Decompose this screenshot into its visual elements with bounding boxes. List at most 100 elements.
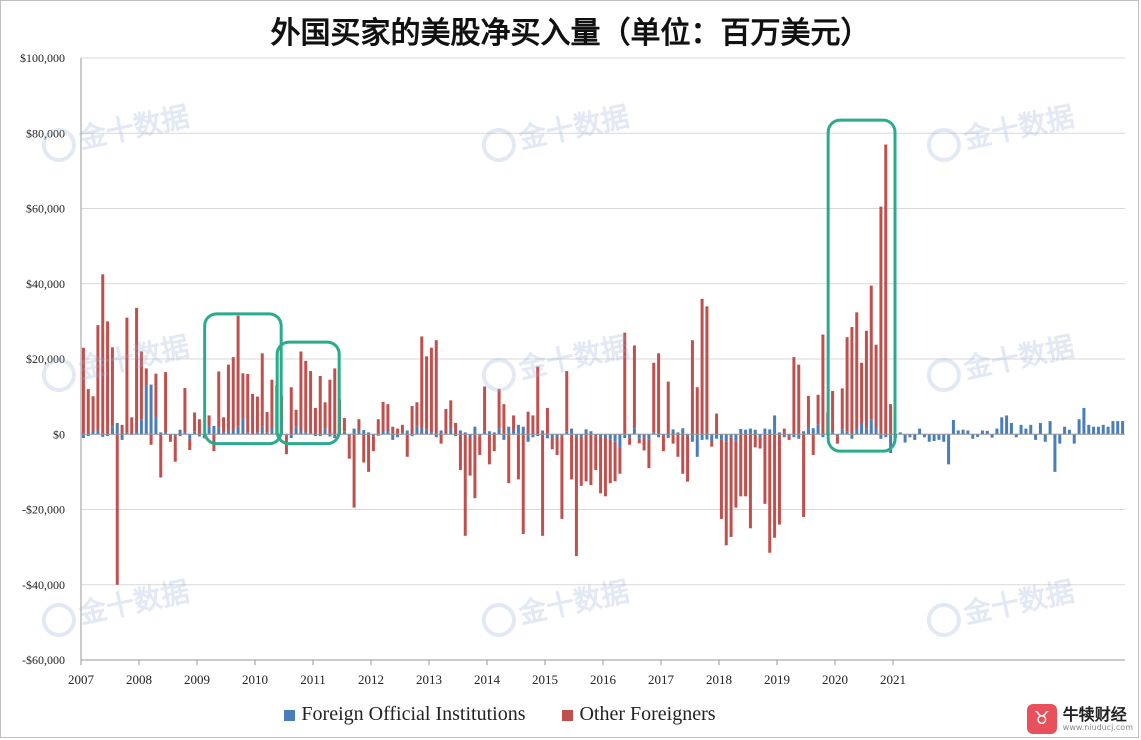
bar-other-foreigners [173,436,177,462]
x-tick-label: 2021 [880,672,906,687]
bar-other-foreigners [700,298,704,435]
bar-other-foreigners [260,353,264,427]
bar-other-foreigners [333,368,337,435]
bar-other-foreigners [632,345,636,429]
bar-official-institutions [661,434,665,437]
bar-other-foreigners [91,396,95,432]
bar-other-foreigners [328,379,332,435]
bar-official-institutions [1096,426,1100,435]
bar-official-institutions [173,434,177,437]
bar-other-foreigners [613,441,617,482]
bar-other-foreigners [405,434,409,457]
x-tick-label: 2016 [590,672,617,687]
x-tick-label: 2020 [822,672,848,687]
bar-other-foreigners [342,418,346,432]
bar-official-institutions [835,434,839,437]
bar-official-institutions [260,426,264,435]
highlight-box [203,312,283,446]
bar-official-institutions [1048,421,1052,435]
bar-other-foreigners [599,436,603,494]
bar-official-institutions [618,434,622,448]
bar-official-institutions [671,429,675,435]
bar-official-institutions [797,434,801,439]
bar-official-institutions [603,434,607,439]
bar-official-institutions [197,434,201,437]
bar-official-institutions [497,428,501,435]
bar-other-foreigners [231,357,235,431]
bar-other-foreigners [110,347,114,427]
bar-other-foreigners [222,417,226,433]
x-tick-label: 2019 [764,672,790,687]
bar-official-institutions [115,422,119,435]
bar-other-foreigners [168,434,172,442]
bar-other-foreigners [516,434,520,480]
bar-official-institutions [458,430,462,435]
bar-official-institutions [1019,424,1023,435]
bar-official-institutions [164,432,168,435]
bar-other-foreigners [458,434,462,470]
bar-official-institutions [149,384,153,435]
bar-other-foreigners [468,438,472,476]
bar-other-foreigners [574,437,578,557]
bar-official-institutions [328,434,332,437]
bar-official-institutions [1058,434,1062,444]
bar-official-institutions [178,429,182,435]
bar-other-foreigners [681,434,685,474]
bar-official-institutions [236,426,240,435]
bar-official-institutions [932,434,936,442]
bar-other-foreigners [410,406,414,435]
bar-other-foreigners [299,351,303,431]
bar-official-institutions [420,428,424,435]
bar-other-foreigners [695,387,699,435]
bar-official-institutions [91,431,95,435]
bar-other-foreigners [855,312,859,429]
bar-official-institutions [1009,422,1013,435]
x-tick-label: 2015 [532,672,558,687]
bar-official-institutions [1000,417,1004,435]
bar-official-institutions [753,429,757,435]
bar-official-institutions [144,385,148,435]
bar-official-institutions [555,434,559,439]
bar-other-foreigners [744,434,748,497]
bar-other-foreigners [241,373,245,419]
bar-official-institutions [961,429,965,435]
bar-official-institutions [560,434,564,437]
bar-other-foreigners [753,434,757,448]
bar-official-institutions [159,432,163,435]
bar-official-institutions [333,434,337,439]
bar-official-institutions [855,428,859,435]
bar-official-institutions [376,434,380,436]
bar-other-foreigners [869,285,873,420]
bar-other-foreigners [473,434,477,499]
bar-official-institutions [193,431,197,435]
bar-official-institutions [463,432,467,435]
bar-official-institutions [492,432,496,435]
bar-official-institutions [550,434,554,439]
y-tick-label: $100,000 [20,51,65,65]
bar-official-institutions [226,430,230,435]
bar-official-institutions [1053,434,1057,472]
bar-official-institutions [869,419,873,435]
bar-official-institutions [154,416,158,435]
bar-official-institutions [802,431,806,435]
bar-other-foreigners [874,344,878,428]
bar-official-institutions [840,429,844,435]
bar-official-institutions [1063,426,1067,435]
bar-official-institutions [700,434,704,440]
bar-official-institutions [637,434,641,439]
bar-other-foreigners [618,447,622,474]
bar-official-institutions [1087,424,1091,435]
bar-official-institutions [299,430,303,435]
bar-other-foreigners [487,434,491,465]
bar-official-institutions [391,434,395,440]
x-tick-label: 2007 [68,672,95,687]
bar-official-institutions [487,431,491,435]
bar-other-foreigners [729,437,733,537]
bar-other-foreigners [183,387,187,433]
bar-official-institutions [628,434,632,438]
bar-other-foreigners [734,441,738,508]
bar-other-foreigners [531,415,535,435]
bar-other-foreigners [449,400,453,429]
bar-other-foreigners [565,371,569,432]
